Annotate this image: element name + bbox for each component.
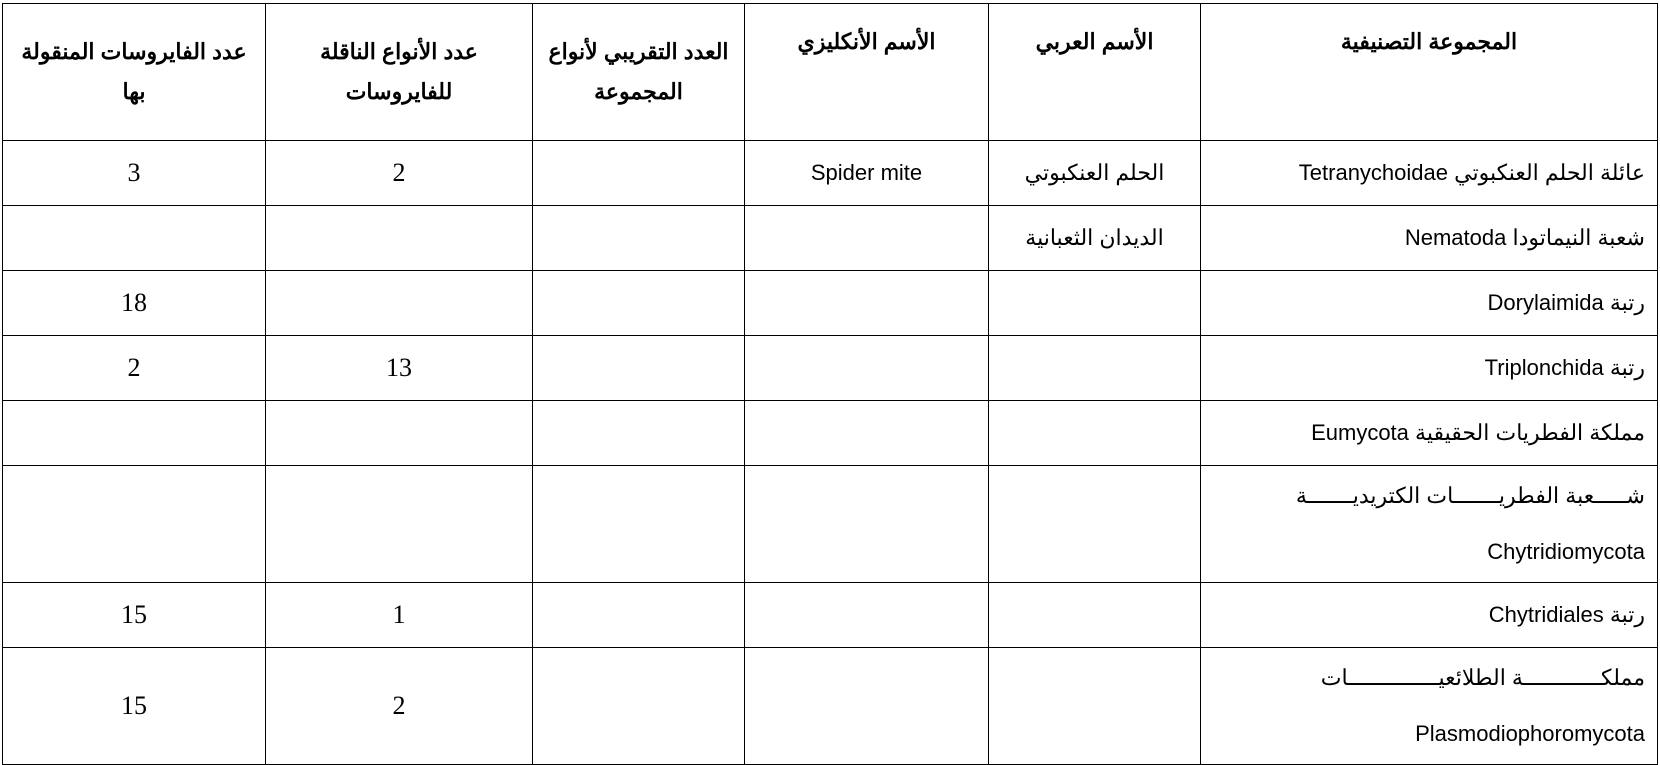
cell-viruses: 15 <box>2 582 266 648</box>
cell-viruses: 18 <box>2 270 266 336</box>
cell-vector-species: 1 <box>265 582 533 648</box>
cell-approx-species <box>532 140 745 206</box>
cell-group: مملكــــــــــــة الطلائعيــــــــــــــ… <box>1200 647 1658 765</box>
table-row: رتبة Chytridiales 1 15 <box>2 582 1658 648</box>
cell-approx-species <box>532 465 745 583</box>
header-viruses: عدد الفايروسات المنقولة بها <box>2 3 266 141</box>
header-row: المجموعة التصنيفية الأسم العربي الأسم ال… <box>2 3 1658 141</box>
cell-group: عائلة الحلم العنكبوتي Tetranychoidae <box>1200 140 1658 206</box>
cell-english-name <box>744 270 989 336</box>
cell-english-name <box>744 205 989 271</box>
cell-viruses <box>2 465 266 583</box>
cell-vector-species <box>265 465 533 583</box>
cell-approx-species <box>532 205 745 271</box>
table-row: عائلة الحلم العنكبوتي Tetranychoidae الحل… <box>2 140 1658 206</box>
cell-vector-species: 2 <box>265 140 533 206</box>
cell-arabic-name <box>988 647 1201 765</box>
group-arabic-text: شـــــعبة الفطريـــــــات الكتريديــــــ… <box>1295 483 1645 508</box>
cell-arabic-name: الديدان الثعبانية <box>988 205 1201 271</box>
table-row: شعبة النيماتودا Nematoda الديدان الثعباني… <box>2 205 1658 271</box>
cell-group: رتبة Triplonchida <box>1200 335 1658 401</box>
cell-group: رتبة Chytridiales <box>1200 582 1658 648</box>
cell-vector-species <box>265 400 533 466</box>
cell-approx-species <box>532 582 745 648</box>
cell-group: شعبة النيماتودا Nematoda <box>1200 205 1658 271</box>
cell-group: شـــــعبة الفطريـــــــات الكتريديــــــ… <box>1200 465 1658 583</box>
cell-viruses <box>2 205 266 271</box>
group-latin-text: Chytridiomycota <box>1487 539 1645 564</box>
cell-viruses: 15 <box>2 647 266 765</box>
table-row: مملكــــــــــــة الطلائعيــــــــــــــ… <box>2 647 1658 765</box>
cell-approx-species <box>532 270 745 336</box>
cell-group: رتبة Dorylaimida <box>1200 270 1658 336</box>
cell-english-name <box>744 582 989 648</box>
cell-arabic-name <box>988 335 1201 401</box>
cell-english-name <box>744 465 989 583</box>
header-approx-species: العدد التقريبي لأنواع المجموعة <box>532 3 745 141</box>
cell-approx-species <box>532 335 745 401</box>
cell-approx-species <box>532 400 745 466</box>
cell-vector-species <box>265 205 533 271</box>
cell-english-name: Spider mite <box>744 140 989 206</box>
cell-english-name <box>744 335 989 401</box>
cell-arabic-name <box>988 582 1201 648</box>
cell-viruses <box>2 400 266 466</box>
cell-arabic-name: الحلم العنكبوتي <box>988 140 1201 206</box>
cell-english-name <box>744 400 989 466</box>
cell-viruses: 3 <box>2 140 266 206</box>
group-latin-text: Plasmodiophoromycota <box>1415 721 1645 746</box>
cell-arabic-name <box>988 465 1201 583</box>
cell-viruses: 2 <box>2 335 266 401</box>
header-arabic-name: الأسم العربي <box>988 3 1201 141</box>
cell-vector-species: 2 <box>265 647 533 765</box>
cell-approx-species <box>532 647 745 765</box>
cell-arabic-name <box>988 270 1201 336</box>
header-group: المجموعة التصنيفية <box>1200 3 1658 141</box>
cell-group: مملكة الفطريات الحقيقية Eumycota <box>1200 400 1658 466</box>
header-vector-species: عدد الأنواع الناقلة للفايروسات <box>265 3 533 141</box>
cell-english-name <box>744 647 989 765</box>
group-arabic-text: مملكــــــــــــة الطلائعيــــــــــــــ… <box>1320 665 1645 690</box>
cell-vector-species: 13 <box>265 335 533 401</box>
cell-vector-species <box>265 270 533 336</box>
cell-arabic-name <box>988 400 1201 466</box>
table-row: شـــــعبة الفطريـــــــات الكتريديــــــ… <box>2 465 1658 583</box>
table-row: رتبة Dorylaimida 18 <box>2 270 1658 336</box>
table-row: رتبة Triplonchida 13 2 <box>2 335 1658 401</box>
taxonomy-table: المجموعة التصنيفية الأسم العربي الأسم ال… <box>2 3 1658 765</box>
header-english-name: الأسم الأنكليزي <box>744 3 989 141</box>
table-row: مملكة الفطريات الحقيقية Eumycota <box>2 400 1658 466</box>
